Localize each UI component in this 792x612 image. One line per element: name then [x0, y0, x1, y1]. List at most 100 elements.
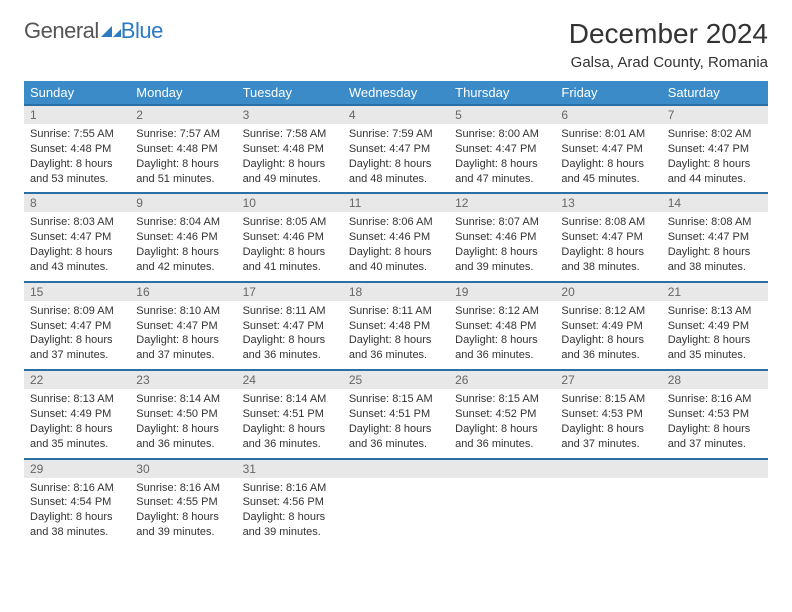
calendar-day-cell: 24Sunrise: 8:14 AMSunset: 4:51 PMDayligh… — [237, 369, 343, 457]
calendar-week-row: 1 Sunrise: 7:55 AM Sunset: 4:48 PM Daylight… — [24, 104, 768, 192]
sunset-line: Sunset: 4:51 PM — [349, 408, 430, 420]
calendar-day-cell: 1 Sunrise: 7:55 AM Sunset: 4:48 PM Daylight… — [24, 104, 130, 192]
sunset-line: Sunset: 4:47 PM — [30, 231, 111, 243]
day-details: Sunrise: 8:16 AMSunset: 4:56 PMDaylight:… — [237, 478, 343, 546]
day-number: 19 — [449, 281, 555, 301]
sunset-line: Sunset: 4:47 PM — [455, 143, 536, 155]
calendar-day-cell: 23Sunrise: 8:14 AMSunset: 4:50 PMDayligh… — [130, 369, 236, 457]
sunset-line: Sunset: 4:51 PM — [243, 408, 324, 420]
day-number: 31 — [237, 458, 343, 478]
sunrise-line: Sunrise: 7:55 AM — [30, 128, 114, 140]
calendar-week-row: 8 Sunrise: 8:03 AM Sunset: 4:47 PM Daylight… — [24, 192, 768, 280]
sunset-line: Sunset: 4:55 PM — [136, 496, 217, 508]
day-number: 27 — [555, 369, 661, 389]
daylight-line: Daylight: 8 hours and 36 minutes. — [136, 423, 219, 450]
sunset-line: Sunset: 4:48 PM — [30, 143, 111, 155]
day-details: Sunrise: 8:12 AMSunset: 4:48 PMDaylight:… — [449, 301, 555, 369]
daylight-line: Daylight: 8 hours and 35 minutes. — [668, 334, 751, 361]
day-details: Sunrise: 8:10 AM Sunset: 4:47 PM Daylight:… — [130, 301, 236, 369]
calendar-body: 1 Sunrise: 7:55 AM Sunset: 4:48 PM Daylight… — [24, 104, 768, 546]
sunrise-line: Sunrise: 8:10 AM — [136, 305, 220, 317]
calendar-day-cell: 30Sunrise: 8:16 AMSunset: 4:55 PMDayligh… — [130, 458, 236, 546]
calendar-day-cell: 17Sunrise: 8:11 AMSunset: 4:47 PMDayligh… — [237, 281, 343, 369]
day-number: 16 — [130, 281, 236, 301]
sunset-line: Sunset: 4:47 PM — [561, 143, 642, 155]
day-number: 18 — [343, 281, 449, 301]
sunset-line: Sunset: 4:48 PM — [243, 143, 324, 155]
day-number: 5 — [449, 104, 555, 124]
day-details: Sunrise: 8:02 AMSunset: 4:47 PMDaylight:… — [662, 124, 768, 192]
day-details: Sunrise: 8:04 AMSunset: 4:46 PMDaylight:… — [130, 212, 236, 280]
calendar-day-cell: 3Sunrise: 7:58 AMSunset: 4:48 PMDaylight… — [237, 104, 343, 192]
day-number: 14 — [662, 192, 768, 212]
page-title: December 2024 — [569, 18, 768, 50]
calendar-day-cell: 19Sunrise: 8:12 AMSunset: 4:48 PMDayligh… — [449, 281, 555, 369]
day-number: 1 — [24, 104, 130, 124]
calendar-day-cell: 20Sunrise: 8:12 AMSunset: 4:49 PMDayligh… — [555, 281, 661, 369]
daylight-line: Daylight: 8 hours and 36 minutes. — [561, 334, 644, 361]
daylight-line: Daylight: 8 hours and 36 minutes. — [243, 423, 326, 450]
day-details: Sunrise: 8:14 AMSunset: 4:50 PMDaylight:… — [130, 389, 236, 457]
day-details: Sunrise: 8:15 AM Sunset: 4:51 PM Daylight:… — [343, 389, 449, 457]
daylight-line: Daylight: 8 hours and 49 minutes. — [243, 158, 326, 185]
day-number: 23 — [130, 369, 236, 389]
calendar-table: SundayMondayTuesdayWednesdayThursdayFrid… — [24, 81, 768, 546]
calendar-day-cell: 16 Sunrise: 8:10 AM Sunset: 4:47 PM Dayligh… — [130, 281, 236, 369]
calendar-day-cell: 21Sunrise: 8:13 AMSunset: 4:49 PMDayligh… — [662, 281, 768, 369]
daylight-line: Daylight: 8 hours and 39 minutes. — [455, 246, 538, 273]
calendar-day-cell: 25Sunrise: 8:15 AMSunset: 4:51 PMDayligh… — [343, 369, 449, 457]
calendar-day-cell: 10Sunrise: 8:05 AMSunset: 4:46 PMDayligh… — [237, 192, 343, 280]
sunrise-line: Sunrise: 8:16 AM — [136, 482, 220, 494]
sunrise-line: Sunrise: 8:12 AM — [455, 305, 539, 317]
sunset-line: Sunset: 4:48 PM — [349, 320, 430, 332]
day-details: Sunrise: 7:58 AMSunset: 4:48 PMDaylight:… — [237, 124, 343, 192]
day-details: Sunrise: 8:09 AMSunset: 4:47 PMDaylight:… — [24, 301, 130, 369]
calendar-day-cell: 4Sunrise: 7:59 AMSunset: 4:47 PMDaylight… — [343, 104, 449, 192]
sunrise-line: Sunrise: 8:04 AM — [136, 216, 220, 228]
daylight-line: Daylight: 8 hours and 53 minutes. — [30, 158, 113, 185]
day-details: Sunrise: 8:15 AMSunset: 4:52 PMDaylight:… — [449, 389, 555, 457]
sunrise-line: Sunrise: 8:08 AM — [561, 216, 645, 228]
logo: General Blue — [24, 18, 163, 44]
logo-text-blue: Blue — [121, 18, 163, 44]
day-details: Sunrise: 8:16 AMSunset: 4:53 PMDaylight:… — [662, 389, 768, 457]
sunrise-line: Sunrise: 8:13 AM — [30, 393, 114, 405]
calendar-day-cell: 26Sunrise: 8:15 AMSunset: 4:52 PMDayligh… — [449, 369, 555, 457]
sunset-line: Sunset: 4:47 PM — [561, 231, 642, 243]
calendar-day-cell: 22Sunrise: 8:13 AMSunset: 4:49 PMDayligh… — [24, 369, 130, 457]
day-number: 12 — [449, 192, 555, 212]
sunset-line: Sunset: 4:46 PM — [243, 231, 324, 243]
sunrise-line: Sunrise: 8:15 AM — [455, 393, 539, 405]
daylight-line: Daylight: 8 hours and 36 minutes. — [349, 423, 432, 450]
sunrise-line: Sunrise: 8:00 AM — [455, 128, 539, 140]
daylight-line: Daylight: 8 hours and 48 minutes. — [349, 158, 432, 185]
day-details: Sunrise: 8:00 AMSunset: 4:47 PMDaylight:… — [449, 124, 555, 192]
sunset-line: Sunset: 4:47 PM — [668, 231, 749, 243]
sunrise-line: Sunrise: 8:15 AM — [349, 393, 433, 405]
calendar-day-cell: 27Sunrise: 8:15 AMSunset: 4:53 PMDayligh… — [555, 369, 661, 457]
calendar-day-cell: . — [662, 458, 768, 546]
sunrise-line: Sunrise: 8:03 AM — [30, 216, 114, 228]
calendar-week-row: 22Sunrise: 8:13 AMSunset: 4:49 PMDayligh… — [24, 369, 768, 457]
calendar-day-cell: 29Sunrise: 8:16 AMSunset: 4:54 PMDayligh… — [24, 458, 130, 546]
day-details: Sunrise: 8:13 AMSunset: 4:49 PMDaylight:… — [662, 301, 768, 369]
calendar-day-cell: . — [343, 458, 449, 546]
day-number: 13 — [555, 192, 661, 212]
sunrise-line: Sunrise: 8:11 AM — [243, 305, 326, 317]
day-number: 8 — [24, 192, 130, 212]
weekday-header: Friday — [555, 81, 661, 104]
calendar-day-cell: 14Sunrise: 8:08 AMSunset: 4:47 PMDayligh… — [662, 192, 768, 280]
logo-icon — [101, 18, 121, 44]
daylight-line: Daylight: 8 hours and 35 minutes. — [30, 423, 113, 450]
sunset-line: Sunset: 4:47 PM — [136, 320, 217, 332]
daylight-line: Daylight: 8 hours and 37 minutes. — [136, 334, 219, 361]
sunset-line: Sunset: 4:46 PM — [455, 231, 536, 243]
day-number: 29 — [24, 458, 130, 478]
day-number: 9 — [130, 192, 236, 212]
day-number: 20 — [555, 281, 661, 301]
day-number: 30 — [130, 458, 236, 478]
day-number: 24 — [237, 369, 343, 389]
sunrise-line: Sunrise: 8:13 AM — [668, 305, 752, 317]
day-details: Sunrise: 8:07 AMSunset: 4:46 PMDaylight:… — [449, 212, 555, 280]
sunset-line: Sunset: 4:49 PM — [30, 408, 111, 420]
